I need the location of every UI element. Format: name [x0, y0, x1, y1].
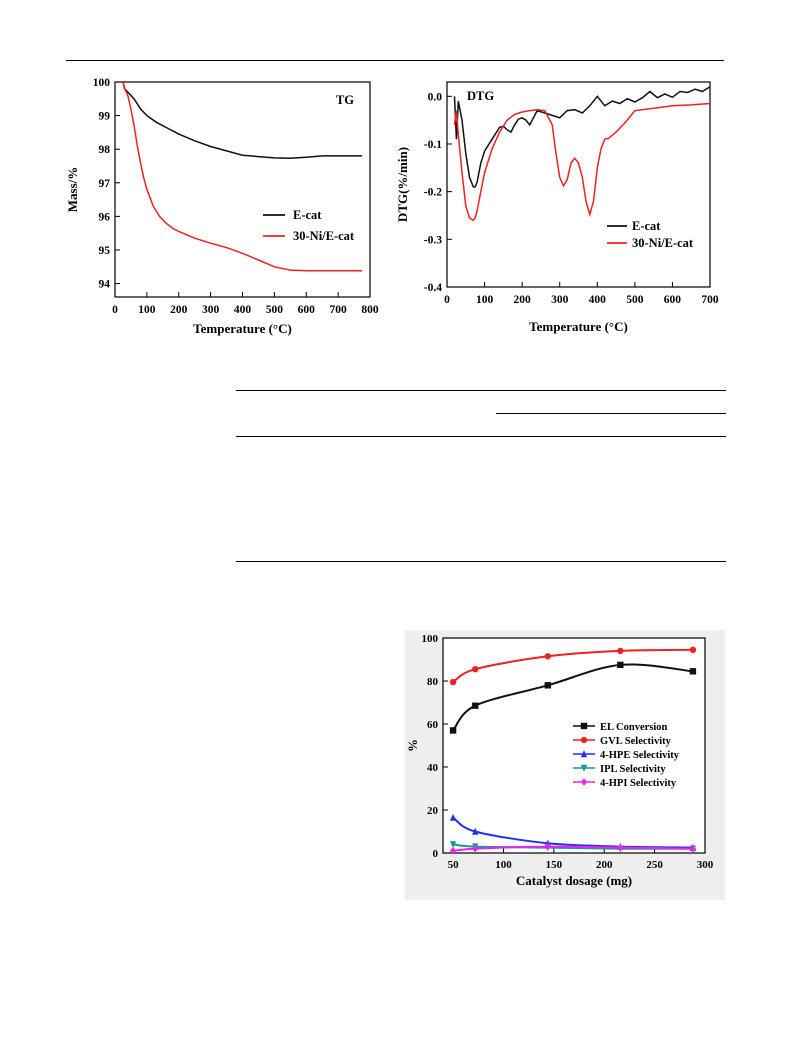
- y-tick-label: 97: [99, 178, 111, 190]
- legend-label-3: IPL Selectivity: [600, 764, 666, 775]
- data-point: [472, 702, 479, 709]
- x-tick-label: 800: [361, 304, 379, 316]
- y-tick-label: 80: [427, 676, 439, 688]
- y-tick-label: 98: [99, 144, 111, 156]
- table-header-rule: [236, 436, 726, 437]
- y-tick-label: 20: [427, 805, 439, 817]
- x-tick-label: 300: [202, 304, 220, 316]
- tg-chart: 0 100 200 300 400 500 600 700 800 94 95 96 97 98 99 100…: [65, 77, 379, 336]
- data-point: [617, 661, 624, 669]
- y-tick-label: -0.4: [424, 282, 442, 294]
- y-tick-label: 94: [99, 279, 111, 291]
- x-tick-label: 700: [330, 304, 348, 316]
- x-tick-label: 200: [596, 859, 613, 871]
- x-tick-label: 400: [589, 294, 607, 306]
- data-point: [472, 665, 479, 673]
- legend-marker-2: [580, 750, 588, 758]
- table-bottom-rule: [236, 561, 726, 562]
- x-axis-label: Temperature (°C): [193, 321, 292, 336]
- x-tick-label: 0: [444, 294, 450, 306]
- y-tick-label: 96: [99, 211, 111, 223]
- header-rule: [66, 60, 724, 61]
- panel-label: TG: [336, 93, 354, 107]
- data-point: [689, 646, 697, 654]
- y-tick-label: -0.1: [424, 139, 442, 151]
- y-tick-label: -0.3: [424, 234, 442, 246]
- data-point: [617, 647, 624, 655]
- x-tick-label: 300: [697, 859, 714, 871]
- data-point: [449, 727, 457, 734]
- catalyst-dosage-chart: 50 100 150 200 250 300 0 20 40 60 80 100 Catalyst do…: [405, 630, 725, 900]
- plot-frame: [114, 81, 371, 298]
- x-tick-label: 500: [266, 304, 284, 316]
- series-line-0: [453, 86, 711, 188]
- legend-label-1: GVL Selectivity: [600, 736, 672, 747]
- x-tick-label: 50: [448, 859, 460, 871]
- legend-label-0: EL Conversion: [600, 722, 668, 733]
- x-tick-label: 700: [701, 294, 719, 306]
- data-point: [472, 827, 479, 835]
- series-line-1: [122, 81, 362, 272]
- x-tick-label: 250: [646, 859, 663, 871]
- legend-label-2: 4-HPE Selectivity: [600, 750, 680, 761]
- legend-marker-1: [580, 736, 588, 744]
- legend-label-1: 30-Ni/E-cat: [293, 229, 355, 243]
- x-tick-label: 200: [514, 294, 532, 306]
- legend-marker-4: [580, 778, 588, 786]
- x-tick-label: 100: [476, 294, 494, 306]
- legend-label-0: E-cat: [632, 219, 661, 233]
- table-group-rule: [496, 413, 726, 414]
- x-tick-label: 150: [546, 859, 563, 871]
- legend-label-4: 4-HPI Selectivity: [600, 778, 677, 789]
- x-tick-label: 600: [664, 294, 682, 306]
- x-axis-label: Temperature (°C): [529, 319, 628, 334]
- x-tick-label: 0: [112, 304, 118, 316]
- series-line-1: [453, 102, 711, 222]
- legend-label-1: 30-Ni/E-cat: [632, 236, 694, 250]
- data-point: [449, 678, 457, 686]
- x-tick-label: 400: [234, 304, 252, 316]
- x-tick-label: 200: [170, 304, 188, 316]
- x-tick-label: 500: [626, 294, 644, 306]
- x-tick-label: 600: [298, 304, 316, 316]
- data-point: [544, 653, 551, 660]
- x-tick-label: 100: [138, 304, 156, 316]
- y-axis-label: %: [405, 739, 420, 752]
- y-tick-label: 100: [93, 77, 111, 89]
- y-tick-label: 60: [427, 719, 439, 731]
- legend-marker-0: [580, 722, 588, 730]
- plot-frame: [446, 81, 711, 288]
- y-tick-label: 40: [427, 762, 439, 774]
- legend-label-0: E-cat: [293, 208, 322, 222]
- x-tick-label: 300: [551, 294, 569, 306]
- y-tick-label: 99: [99, 111, 111, 123]
- y-axis-label: DTG(%/min): [395, 147, 410, 222]
- data-point: [544, 682, 551, 689]
- plot-frame: [442, 637, 706, 854]
- data-point: [449, 841, 457, 849]
- y-tick-label: 0: [433, 848, 439, 860]
- y-axis-label: Mass/%: [65, 167, 80, 213]
- data-point: [689, 668, 697, 675]
- series-line-0: [122, 81, 362, 160]
- y-tick-label: 100: [422, 633, 439, 645]
- panel-label: DTG: [467, 89, 494, 103]
- x-tick-label: 100: [495, 859, 512, 871]
- dtg-chart: 0 100 200 300 400 500 600 700 -0.4 -0.3 -0.2 -0.1 0.…: [395, 81, 719, 334]
- y-tick-label: -0.2: [424, 187, 442, 199]
- y-tick-label: 0.0: [428, 91, 443, 103]
- x-axis-label: Catalyst dosage (mg): [516, 873, 632, 888]
- data-point: [449, 813, 457, 821]
- y-tick-label: 95: [99, 245, 111, 257]
- legend-marker-3: [580, 764, 588, 772]
- table-top-rule: [236, 390, 726, 391]
- data-point: [617, 843, 624, 852]
